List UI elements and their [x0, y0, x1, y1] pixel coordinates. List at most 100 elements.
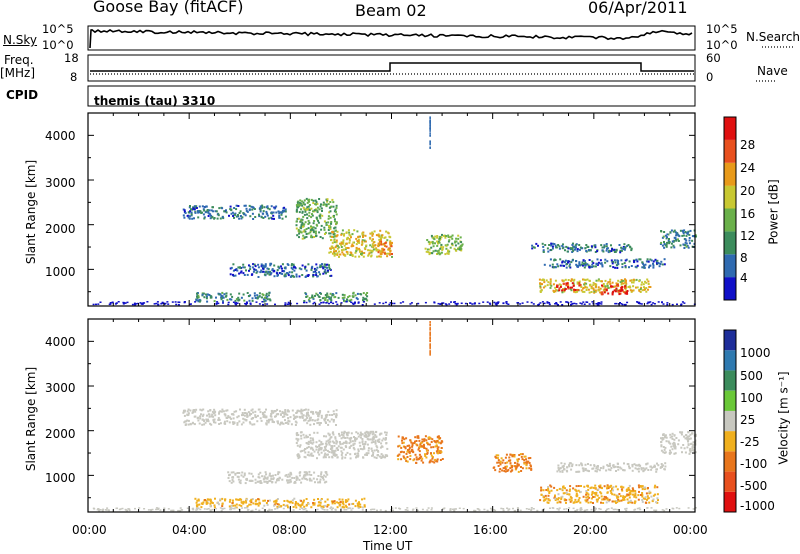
- echo-pixel: [227, 477, 230, 479]
- echo-pixel: [344, 453, 347, 456]
- echo-pixel: [312, 439, 315, 441]
- echo-pixel: [578, 248, 581, 251]
- echo-pixel: [307, 419, 310, 422]
- echo-pixel: [666, 233, 669, 236]
- echo-pixel: [234, 269, 237, 271]
- echo-pixel: [661, 263, 664, 266]
- echo-pixel: [201, 415, 204, 418]
- echo-pixel: [295, 227, 298, 230]
- echo-pixel: [682, 234, 685, 237]
- echo-pixel: [384, 236, 387, 239]
- echo-pixel: [550, 242, 553, 245]
- echo-pixel: [101, 509, 104, 512]
- echo-pixel: [183, 216, 186, 219]
- echo-pixel: [251, 212, 254, 215]
- echo-pixel: [349, 440, 352, 443]
- echo-pixel: [332, 205, 335, 208]
- echo-pixel: [613, 259, 616, 262]
- echo-pixel: [302, 476, 305, 479]
- echo-pixel: [442, 246, 445, 249]
- echo-pixel: [366, 454, 368, 456]
- echo-pixel: [338, 255, 340, 258]
- echo-pixel: [619, 290, 622, 293]
- echo-pixel: [269, 415, 272, 417]
- echo-pixel: [93, 508, 96, 510]
- echo-pixel: [645, 290, 648, 293]
- echo-pixel: [532, 246, 535, 249]
- echo-pixel: [230, 212, 233, 215]
- x-tick-2: 08:00: [272, 523, 307, 537]
- echo-pixel: [558, 283, 561, 286]
- echo-pixel: [314, 208, 317, 211]
- echo-pixel: [296, 439, 299, 442]
- echo-pixel: [262, 265, 265, 268]
- echo-pixel: [443, 234, 445, 237]
- echo-pixel: [263, 504, 266, 507]
- echo-pixel: [344, 254, 347, 257]
- echo-pixel: [388, 252, 391, 255]
- echo-pixel: [632, 285, 635, 288]
- echo-pixel: [549, 507, 551, 509]
- echo-pixel: [270, 478, 273, 480]
- echo-pixel: [242, 293, 245, 296]
- echo-pixel: [245, 501, 248, 504]
- echo-pixel: [451, 242, 454, 245]
- echo-pixel: [673, 434, 676, 437]
- echo-pixel: [372, 451, 375, 454]
- echo-pixel: [353, 302, 356, 305]
- echo-pixel: [231, 211, 234, 214]
- echo-pixel: [309, 229, 312, 232]
- echo-pixel: [429, 336, 431, 339]
- echo-pixel: [550, 244, 553, 247]
- echo-pixel: [299, 220, 302, 223]
- echo-pixel: [355, 237, 358, 240]
- echo-pixel: [284, 210, 287, 213]
- echo-pixel: [323, 435, 325, 438]
- echo-pixel: [656, 462, 658, 465]
- echo-pixel: [576, 281, 579, 284]
- echo-pixel: [429, 134, 431, 137]
- echo-pixel: [643, 266, 646, 269]
- echo-pixel: [414, 436, 417, 439]
- echo-pixel: [286, 504, 289, 507]
- echo-pixel: [218, 418, 221, 421]
- echo-pixel: [348, 238, 351, 241]
- echo-pixel: [507, 509, 510, 511]
- echo-pixel: [268, 208, 271, 211]
- echo-pixel: [272, 474, 274, 477]
- echo-pixel: [611, 285, 614, 288]
- echo-pixel: [264, 299, 267, 302]
- echo-pixel: [302, 414, 305, 417]
- echo-pixel: [391, 302, 394, 305]
- echo-pixel: [585, 493, 588, 496]
- echo-pixel: [221, 497, 224, 500]
- echo-pixel: [355, 438, 358, 441]
- echo-pixel: [434, 235, 437, 238]
- echo-pixel: [312, 222, 315, 225]
- echo-pixel: [274, 508, 277, 510]
- echo-pixel: [131, 303, 134, 306]
- echo-pixel: [581, 261, 584, 264]
- echo-pixel: [561, 495, 564, 498]
- echo-pixel: [291, 501, 294, 504]
- echo-pixel: [209, 498, 212, 501]
- echo-pixel: [274, 415, 276, 418]
- echo-pixel: [663, 448, 666, 451]
- echo-pixel: [547, 281, 550, 284]
- echo-pixel: [646, 498, 648, 501]
- echo-pixel: [276, 408, 279, 411]
- echo-pixel: [606, 485, 609, 488]
- echo-pixel: [274, 474, 277, 476]
- echo-pixel: [664, 446, 667, 449]
- echo-pixel: [528, 467, 531, 470]
- echo-pixel: [625, 509, 628, 512]
- echo-pixel: [347, 296, 350, 299]
- echo-pixel: [650, 507, 653, 509]
- echo-pixel: [674, 446, 677, 449]
- echo-pixel: [544, 494, 547, 497]
- echo-pixel: [190, 211, 193, 214]
- echo-pixel: [568, 493, 571, 496]
- echo-pixel: [354, 301, 356, 303]
- echo-pixel: [228, 214, 230, 217]
- echo-pixel: [200, 506, 203, 509]
